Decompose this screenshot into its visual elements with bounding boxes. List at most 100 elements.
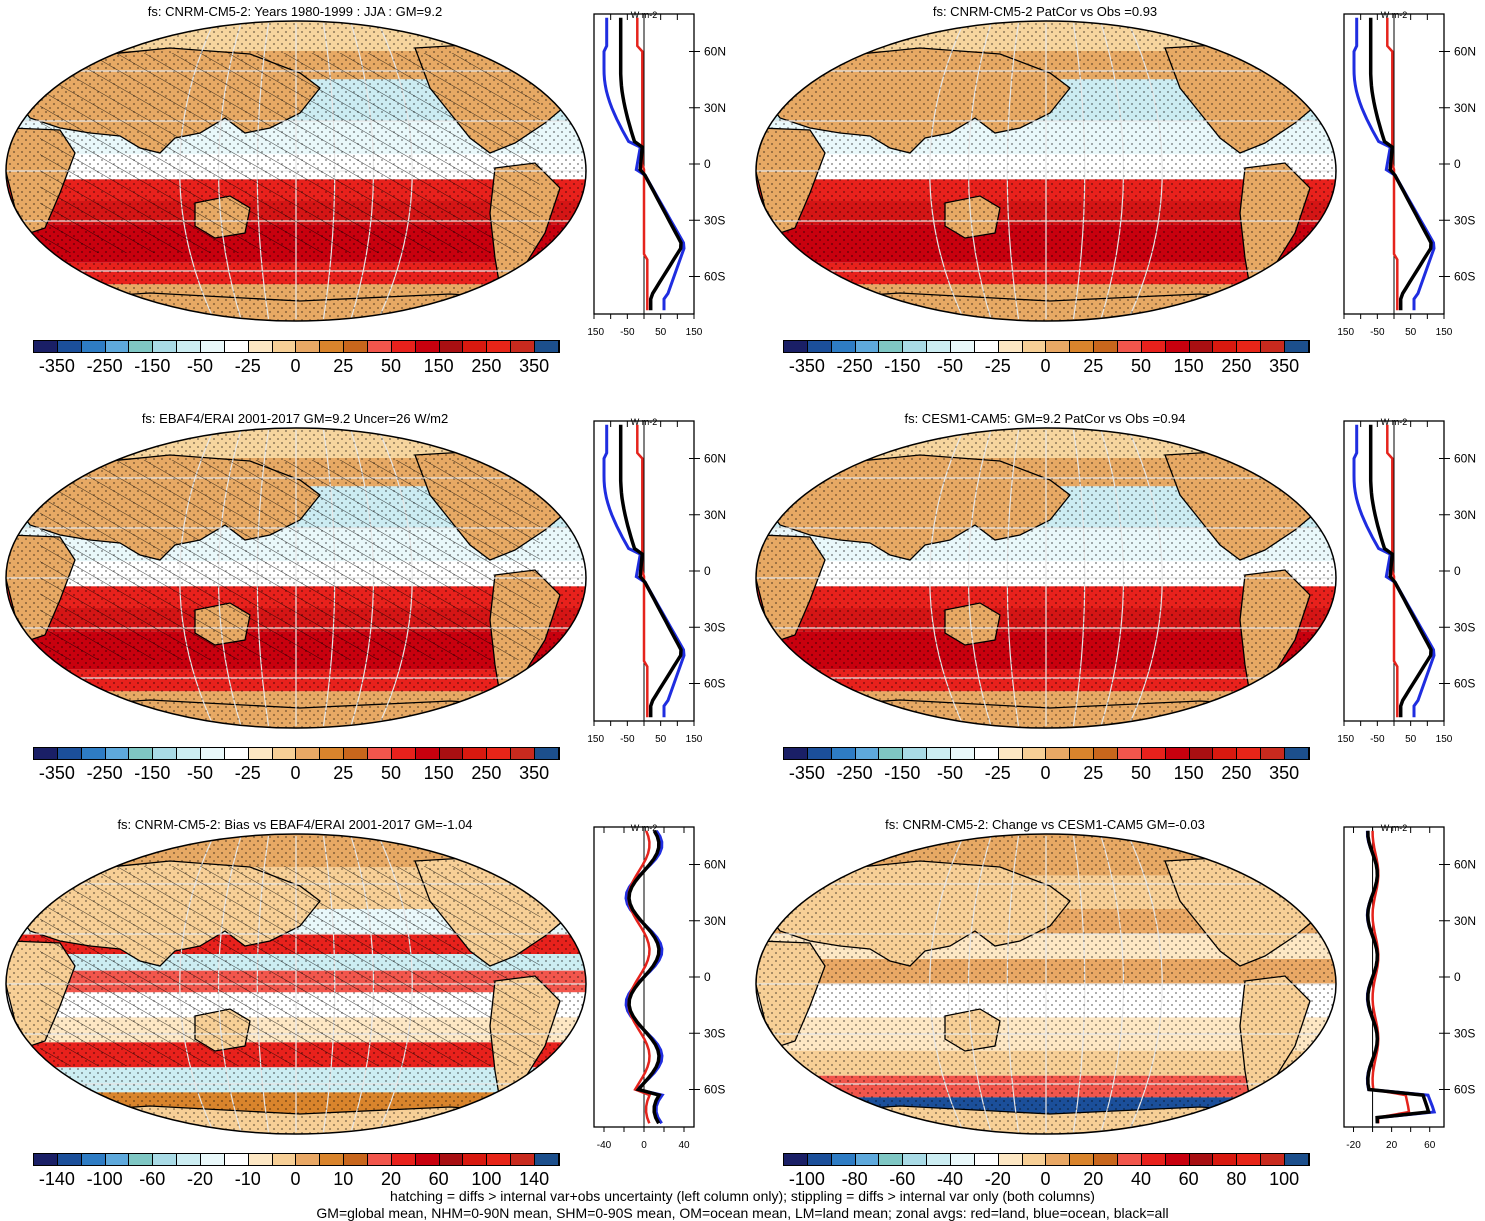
colorbar-tick-label: -350	[38, 763, 75, 783]
colorbar-tick-label: -10	[234, 1169, 261, 1189]
colorbar-box	[129, 1154, 154, 1165]
colorbar-tick-label: -80	[841, 1169, 868, 1189]
colorbar-box	[1261, 748, 1286, 759]
global-map	[755, 833, 1337, 1135]
all-zonal-line	[1366, 830, 1431, 1124]
colorbar-box	[951, 1154, 975, 1165]
colorbar	[33, 340, 560, 353]
colorbar-tick-label: -60	[139, 1169, 166, 1189]
map-border	[755, 833, 1337, 1135]
colorbar-tick-label: -50	[937, 356, 964, 376]
ocean-zonal-line	[602, 424, 686, 718]
colorbar-tick-label: 20	[1083, 1169, 1104, 1189]
colorbar-box	[807, 748, 832, 759]
colorbar-box	[177, 1154, 202, 1165]
colorbar-tick-label: 0	[290, 1169, 301, 1189]
colorbar-tick-label: 250	[1221, 356, 1252, 376]
colorbar-box	[439, 748, 464, 759]
colorbar-box	[1261, 1154, 1286, 1165]
colorbar-tick-label: -25	[234, 356, 261, 376]
colorbar-box	[344, 1154, 369, 1165]
colorbar-labels: -350 -250 -150 -50 -25 0 25 50 150 250 350	[783, 356, 1308, 376]
hatching-overlay	[40, 866, 540, 1066]
all-zonal-line	[627, 829, 662, 1125]
colorbar-tick-label: -50	[187, 763, 214, 783]
x-tick-label: -50	[620, 734, 635, 745]
colorbar-box	[1213, 1154, 1238, 1165]
map-title: fs: CNRM-CM5-2: Change vs CESM1-CAM5 GM=…	[885, 817, 1205, 832]
colorbar-tick-label: -350	[788, 356, 825, 376]
colorbar-box	[153, 1154, 178, 1165]
colorbar-tick-label: 0	[1040, 763, 1051, 783]
lat-label: 60N	[1454, 45, 1476, 59]
colorbar-box	[807, 341, 832, 352]
colorbar-tick-label: -250	[86, 356, 123, 376]
hatching-overlay	[40, 460, 540, 660]
colorbar-box	[511, 748, 536, 759]
x-tick-label: 50	[1405, 327, 1417, 338]
colorbar-box	[784, 341, 808, 352]
colorbar-box	[153, 341, 178, 352]
colorbar-box	[224, 1154, 249, 1165]
colorbar-box	[535, 1154, 559, 1165]
colorbar-box	[1141, 341, 1166, 352]
colorbar-tick-label: 60	[428, 1169, 449, 1189]
lat-label: 30N	[704, 914, 726, 928]
colorbar-tick-label: 150	[423, 356, 454, 376]
panel-cnrm-change: fs: CNRM-CM5-2: Change vs CESM1-CAM5 GM=…	[750, 813, 1485, 1217]
colorbar-tick-label: -60	[889, 1169, 916, 1189]
colorbar-box	[344, 748, 369, 759]
colorbar-tick-label: 150	[423, 763, 454, 783]
lat-label: 30N	[704, 101, 726, 115]
lat-label: 0	[704, 564, 711, 578]
x-tick-label: -150	[588, 734, 604, 745]
colorbar-box	[1213, 341, 1238, 352]
colorbar-box	[1070, 341, 1095, 352]
stippling-overlay	[756, 21, 1336, 321]
colorbar-box	[927, 341, 952, 352]
all-zonal-line	[618, 424, 683, 718]
colorbar-box	[1070, 1154, 1095, 1165]
colorbar-tick-label: -40	[937, 1169, 964, 1189]
map-border	[755, 20, 1337, 322]
colorbar-box	[391, 341, 416, 352]
global-map	[5, 20, 587, 322]
zonal-mean-plot: -20 20 60 W m-2 60N 30N 0 30S 60S	[1343, 823, 1476, 1151]
colorbar-box	[1022, 341, 1047, 352]
colorbar	[783, 747, 1310, 760]
map-title: fs: EBAF4/ERAI 2001-2017 GM=9.2 Uncer=26…	[141, 411, 449, 426]
colorbar-box	[1046, 341, 1071, 352]
lat-label: 0	[704, 970, 711, 984]
colorbar-tick-label: -100	[86, 1169, 123, 1189]
units-label: W m-2	[631, 10, 658, 20]
colorbar-box	[1285, 748, 1309, 759]
lat-label: 0	[1454, 564, 1461, 578]
colorbar-box	[391, 748, 416, 759]
colorbar-box	[320, 748, 345, 759]
colorbar-box	[201, 1154, 225, 1165]
map-title: fs: CNRM-CM5-2: Bias vs EBAF4/ERAI 2001-…	[117, 817, 473, 832]
colorbar-tick-label: 350	[1269, 763, 1300, 783]
colorbar-box	[129, 748, 154, 759]
zonal-mean-plot: -150 -50 50 150 W m-2 60N 30N 0 30S 60S	[1338, 10, 1476, 338]
x-tick-label: 0	[641, 1140, 647, 1151]
colorbar	[33, 747, 560, 760]
colorbar-box	[105, 748, 130, 759]
x-tick-label: -40	[597, 1140, 612, 1151]
x-tick-label: 50	[655, 327, 667, 338]
colorbar-tick-label: -150	[134, 763, 171, 783]
colorbar-box	[201, 748, 225, 759]
colorbar-box	[368, 748, 392, 759]
colorbar-box	[344, 341, 369, 352]
stippling-overlay	[756, 428, 1336, 728]
colorbar-tick-label: 100	[1269, 1169, 1300, 1189]
colorbar-labels: -100 -80 -60 -40 -20 0 20 40 60 80 100	[783, 1169, 1308, 1189]
x-tick-label: 50	[655, 734, 667, 745]
colorbar-box	[248, 1154, 273, 1165]
colorbar-box	[784, 1154, 808, 1165]
units-label: W m-2	[1381, 823, 1408, 833]
colorbar-box	[177, 748, 202, 759]
colorbar-tick-label: 0	[1040, 1169, 1051, 1189]
colorbar-box	[34, 341, 58, 352]
global-map	[5, 427, 587, 729]
